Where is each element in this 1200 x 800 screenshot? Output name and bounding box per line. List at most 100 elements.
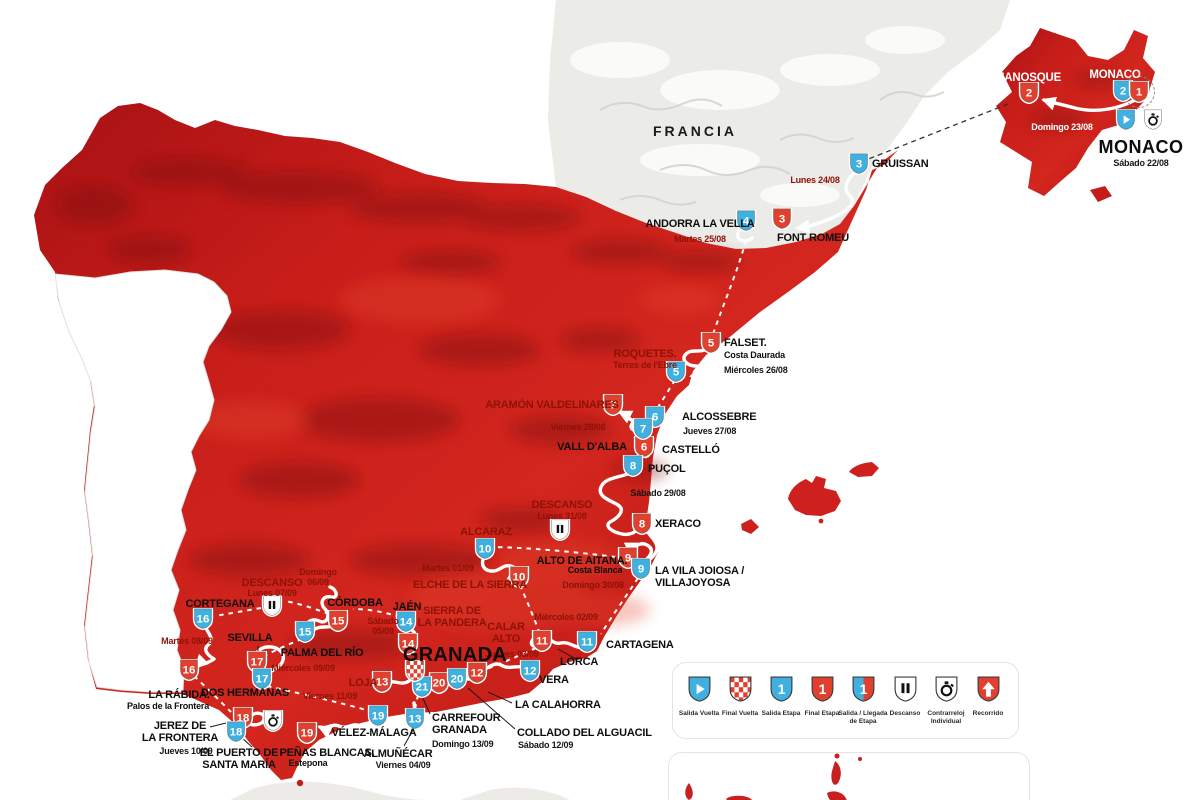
marker-salida-20-icon: 20 <box>446 667 468 691</box>
legend-item-contrarreloj: Contrarreloj Individual <box>914 676 978 726</box>
map-label-vall-d-alba: VALL D'ALBA <box>557 441 627 453</box>
svg-text:5: 5 <box>708 338 715 350</box>
svg-text:5: 5 <box>673 367 680 379</box>
marker-checker-icon <box>404 659 426 683</box>
map-label-monaco: MONACO <box>1089 69 1141 81</box>
map-label-martes-08-09: Martes 08/09 <box>161 636 213 646</box>
map-label-la-calahorra: LA CALAHORRA <box>515 699 601 711</box>
map-label-castell: CASTELLÓ <box>662 444 720 456</box>
map-label-monaco: MONACO <box>1098 137 1184 157</box>
map-label-descanso: DESCANSO <box>531 499 593 511</box>
svg-text:2: 2 <box>1026 88 1032 100</box>
legend-item-label: Descanso <box>889 710 921 717</box>
map-label-lunes-07-09: Lunes 07/09 <box>247 588 297 598</box>
svg-text:16: 16 <box>197 614 210 626</box>
marker-final-6-icon: 6 <box>633 435 655 459</box>
map-label-vera: VERA <box>539 674 569 686</box>
svg-text:16: 16 <box>183 665 196 677</box>
canary-islands-map <box>685 753 862 800</box>
legend-item-label: Final Vuelta <box>721 710 759 717</box>
map-label-francia: FRANCIA <box>653 123 737 139</box>
map-label-lunes-31-08: Lunes 31/08 <box>537 511 587 521</box>
marker-salida-15-icon: 15 <box>294 620 316 644</box>
map-label-s-bado-22-08: Sábado 22/08 <box>1113 158 1169 168</box>
marker-salida-18-icon: 18 <box>225 720 247 744</box>
marker-crono-icon <box>262 709 284 733</box>
svg-text:13: 13 <box>376 677 389 689</box>
map-label-viernes-04-09: Viernes 04/09 <box>375 760 431 770</box>
map-label-domingo-13-09: Domingo 13/09 <box>432 739 494 749</box>
split-shield-icon: 1 <box>851 676 876 703</box>
svg-text:6: 6 <box>652 412 658 424</box>
svg-text:1: 1 <box>859 681 867 697</box>
map-label-el-puerto-de: EL PUERTO DE SANTA MARÍA <box>199 747 279 772</box>
map-label-martes-25-08: Martes 25/08 <box>674 234 726 244</box>
map-label-costa-blanca: Costa Blanca <box>567 565 623 575</box>
marker-salida-17-icon: 17 <box>251 667 273 691</box>
marker-salida-16-icon: 16 <box>192 607 214 631</box>
map-label-domingo: Domingo 06/09 <box>299 567 337 587</box>
marker-salida-4-icon: 4 <box>735 209 757 233</box>
legend-item-final-etapa: 1 Final Etapa <box>790 676 854 718</box>
map-label-elche-de-la-sierra: ELCHE DE LA SIERRA <box>413 579 527 591</box>
map-label-la-r-bida: LA RÁBIDA. <box>148 689 210 701</box>
map-label-mi-rcoles-09-09: Miércoles 09/09 <box>271 663 335 673</box>
transfer-line-monaco <box>865 103 1009 161</box>
map-label-alto-de-aitana: ALTO DE AITANA. <box>536 555 628 567</box>
marker-salida-14-icon: 14 <box>395 610 417 634</box>
map-label-andorra-la-vella: ANDORRA LA VELLA <box>645 218 755 230</box>
svg-text:15: 15 <box>332 616 345 628</box>
map-label-viernes-28-08: Viernes 28/08 <box>550 422 606 432</box>
map-label-c-rdoba: CÓRDOBA <box>327 597 383 609</box>
map-label-v-lez-m-laga: VÉLEZ-MÁLAGA <box>331 727 417 739</box>
legend-item-label: Salida Vuelta <box>678 710 720 717</box>
map-label-la-vila-joiosa: LA VILA JOIOSA / VILLAJOYOSA <box>655 565 745 590</box>
map-label-domingo-30-08: Domingo 30/08 <box>562 580 624 590</box>
france-region <box>548 0 1010 252</box>
svg-text:11: 11 <box>581 637 594 649</box>
map-label-pu-ol: PUÇOL <box>648 463 686 475</box>
legend-item-label: Recorrido <box>972 710 1004 717</box>
legend-item-final-vuelta: Final Vuelta <box>708 676 772 718</box>
provence-region <box>996 28 1155 202</box>
svg-text:12: 12 <box>524 666 537 678</box>
map-label-mi-rcoles-26-08: Miércoles 26/08 <box>724 365 788 375</box>
legend-item-recorrido: Recorrido <box>956 676 1020 718</box>
svg-text:19: 19 <box>301 728 314 740</box>
map-label-mi-rcoles-02-09: Miércoles 02/09 <box>534 612 598 622</box>
marker-final-19-icon: 19 <box>296 721 318 745</box>
map-label-jerez-de: JEREZ DE LA FRONTERA <box>141 720 219 745</box>
map-label-granada: GRANADA <box>402 644 508 666</box>
map-label-sevilla: SEVILLA <box>227 632 273 644</box>
legend-item-salida-vuelta: Salida Vuelta <box>667 676 731 718</box>
svg-text:12: 12 <box>471 668 484 680</box>
svg-text:14: 14 <box>400 617 413 629</box>
marker-salida-19-icon: 19 <box>367 704 389 728</box>
svg-text:10: 10 <box>479 544 492 556</box>
portugal-region <box>54 269 232 693</box>
svg-text:11: 11 <box>536 636 549 648</box>
svg-text:9: 9 <box>625 553 631 565</box>
map-label-pe-as-blancas: PEÑAS BLANCAS. <box>279 747 375 759</box>
marker-final-11-icon: 11 <box>531 629 553 653</box>
map-label-viernes-11-09: Viernes 11/09 <box>302 691 358 701</box>
svg-text:3: 3 <box>856 159 862 171</box>
map-label-roquetes: ROQUETES. <box>613 348 677 360</box>
checker-shield-icon <box>728 676 753 703</box>
map-label-palos-de-la-frontera: Palos de la Frontera <box>126 701 210 711</box>
play-shield-icon <box>687 676 712 703</box>
map-label-jueves-10-09: Jueves 10/09 <box>159 746 213 756</box>
marker-final-3-icon: 3 <box>771 207 793 231</box>
marker-final-13-icon: 13 <box>371 670 393 694</box>
svg-text:1: 1 <box>777 681 785 697</box>
map-label-costa-daurada: Costa Daurada <box>724 350 785 360</box>
legend-item-label: Final Etapa <box>804 710 840 717</box>
map-label-alcossebre: ALCOSSEBRE <box>682 411 757 423</box>
marker-pause-icon <box>549 518 571 542</box>
map-label-loja: LOJA <box>348 677 378 689</box>
svg-text:3: 3 <box>779 214 785 226</box>
final-shield-icon: 1 <box>810 676 835 703</box>
map-label-s-bado-12-09: Sábado 12/09 <box>518 740 574 750</box>
